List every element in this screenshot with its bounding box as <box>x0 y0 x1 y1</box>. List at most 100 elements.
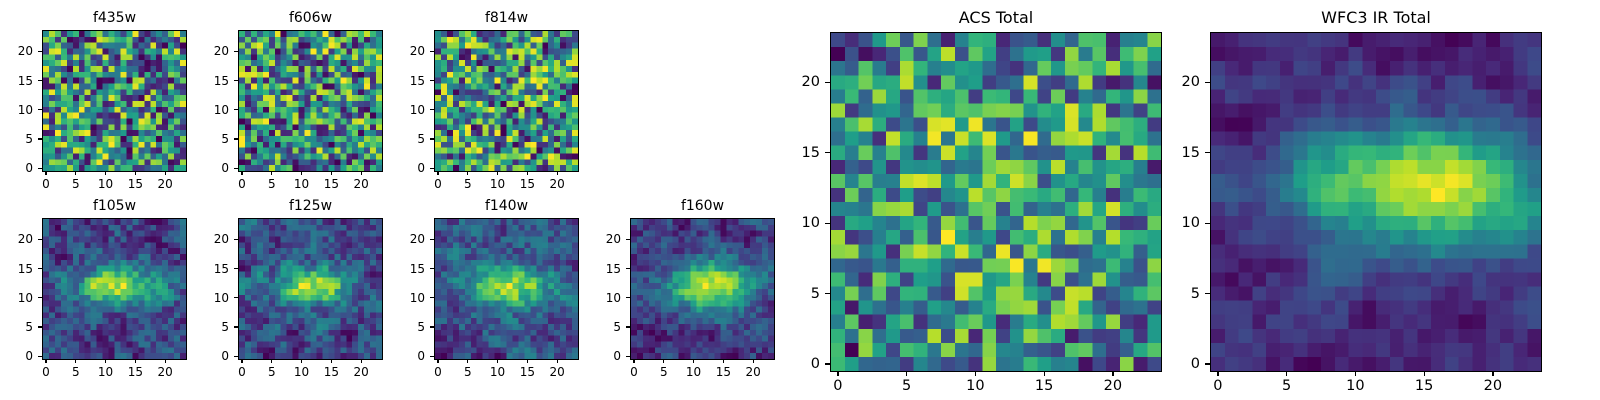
y-tick-mark <box>429 109 434 111</box>
y-tick-label: 0 <box>417 161 425 176</box>
y-tick-label: 15 <box>17 261 33 276</box>
x-tick-mark <box>693 359 695 363</box>
y-tick-mark <box>824 293 830 295</box>
plot-f606w: 0 5 10 15 20 0 5 10 15 20 <box>214 30 383 190</box>
plot-f140w: 0 5 10 15 20 0 5 10 15 20 <box>410 218 579 378</box>
panel-title-f814w: f814w <box>484 10 529 26</box>
panel-title-f125w: f125w <box>288 198 333 214</box>
y-tick-mark <box>429 167 434 169</box>
x-tick-mark <box>467 359 469 363</box>
x-tick-mark <box>271 359 273 363</box>
x-tick-mark <box>105 359 107 363</box>
x-tick-mark <box>974 371 977 376</box>
x-tick-mark <box>1217 371 1219 376</box>
y-tick-label: 0 <box>25 349 33 364</box>
y-tick-mark <box>824 81 830 83</box>
plot-acs-total: 0 5 10 15 20 0 5 10 15 20 <box>802 32 1162 393</box>
x-tick-mark <box>134 171 137 175</box>
y-tick-mark <box>233 167 238 169</box>
x-tick-label: 0 <box>833 378 843 394</box>
y-tick-mark <box>1204 222 1210 224</box>
y-tick-label: 10 <box>17 102 33 117</box>
x-tick-label: 15 <box>519 177 535 191</box>
y-tick-label: 20 <box>801 74 820 91</box>
x-tick-label: 15 <box>1034 378 1054 394</box>
x-tick-mark <box>556 359 558 363</box>
x-tick-mark <box>1492 371 1494 376</box>
x-tick-label: 0 <box>630 365 638 379</box>
y-tick-label: 5 <box>810 285 820 302</box>
y-tick-mark <box>233 268 238 270</box>
x-tick-label: 15 <box>127 177 143 191</box>
x-tick-mark <box>437 359 439 363</box>
y-tick-mark <box>37 50 42 53</box>
y-tick-mark <box>1204 152 1210 154</box>
x-tick-mark <box>752 359 754 363</box>
y-tick-label: 20 <box>213 44 229 59</box>
y-tick-label: 0 <box>25 161 33 176</box>
heatmap-canvas-f606w <box>239 31 382 171</box>
panel-f125w: f125w 0 5 10 15 20 0 5 10 15 20 <box>214 196 383 378</box>
x-tick-label: 15 <box>519 365 535 379</box>
y-tick-label: 20 <box>409 232 425 247</box>
panel-title-f606w: f606w <box>288 10 333 26</box>
x-tick-mark <box>1112 371 1114 376</box>
y-tick-label: 5 <box>25 131 33 146</box>
x-tick-mark <box>360 171 362 175</box>
x-tick-mark <box>497 171 499 175</box>
y-tick-label: 0 <box>417 349 425 364</box>
y-tick-mark <box>233 326 238 328</box>
y-tick-mark <box>429 355 434 357</box>
y-tick-label: 0 <box>1190 355 1200 372</box>
y-tick-mark <box>625 238 630 241</box>
x-tick-label: 20 <box>745 365 761 379</box>
x-tick-label: 0 <box>1213 378 1223 394</box>
y-tick-label: 20 <box>1181 74 1200 91</box>
x-tick-label: 10 <box>97 365 114 379</box>
x-tick-label: 0 <box>434 177 442 191</box>
x-tick-mark <box>722 359 725 363</box>
x-tick-label: 5 <box>267 365 276 379</box>
y-tick-label: 10 <box>801 214 820 231</box>
x-tick-mark <box>241 171 243 175</box>
panel-title-wfc3-ir-total: WFC3 IR Total <box>1321 8 1431 27</box>
y-tick-mark <box>429 50 434 53</box>
x-tick-mark <box>906 371 908 376</box>
y-tick-label: 15 <box>605 261 621 276</box>
y-tick-mark <box>233 80 238 82</box>
x-tick-mark <box>526 359 529 363</box>
y-tick-mark <box>625 355 630 357</box>
x-tick-label: 15 <box>1414 378 1434 394</box>
y-tick-label: 10 <box>213 290 229 305</box>
x-tick-mark <box>301 359 303 363</box>
x-tick-mark <box>663 359 665 363</box>
x-tick-mark <box>1423 371 1425 376</box>
x-tick-mark <box>467 171 469 175</box>
x-tick-label: 15 <box>127 365 143 379</box>
x-tick-mark <box>75 171 77 175</box>
y-tick-label: 10 <box>17 290 33 305</box>
y-tick-label: 10 <box>213 102 229 117</box>
x-tick-mark <box>330 171 333 175</box>
x-tick-label: 20 <box>353 177 369 191</box>
x-tick-label: 15 <box>323 365 339 379</box>
y-tick-mark <box>1204 293 1210 295</box>
panel-f814w: f814w 0 5 10 15 20 0 5 10 15 20 <box>410 8 579 190</box>
x-tick-label: 10 <box>293 177 310 191</box>
x-tick-label: 0 <box>42 365 50 379</box>
y-tick-mark <box>429 238 434 241</box>
y-tick-mark <box>233 109 238 111</box>
panel-title-f140w: f140w <box>484 198 529 214</box>
x-tick-label: 5 <box>267 177 276 191</box>
x-tick-mark <box>556 171 558 175</box>
panel-title-acs-total: ACS Total <box>958 8 1034 27</box>
panel-f435w: f435w 0 5 10 15 20 0 5 10 15 20 <box>18 8 187 190</box>
plot-f814w: 0 5 10 15 20 0 5 10 15 20 <box>410 30 579 190</box>
y-tick-label: 20 <box>17 44 33 59</box>
x-tick-mark <box>45 171 47 175</box>
y-tick-mark <box>37 268 42 270</box>
y-tick-mark <box>625 268 630 270</box>
panel-wfc3-ir-total: WFC3 IR Total 0 5 10 15 20 0 5 10 15 20 <box>1182 6 1542 393</box>
x-tick-label: 10 <box>489 365 506 379</box>
